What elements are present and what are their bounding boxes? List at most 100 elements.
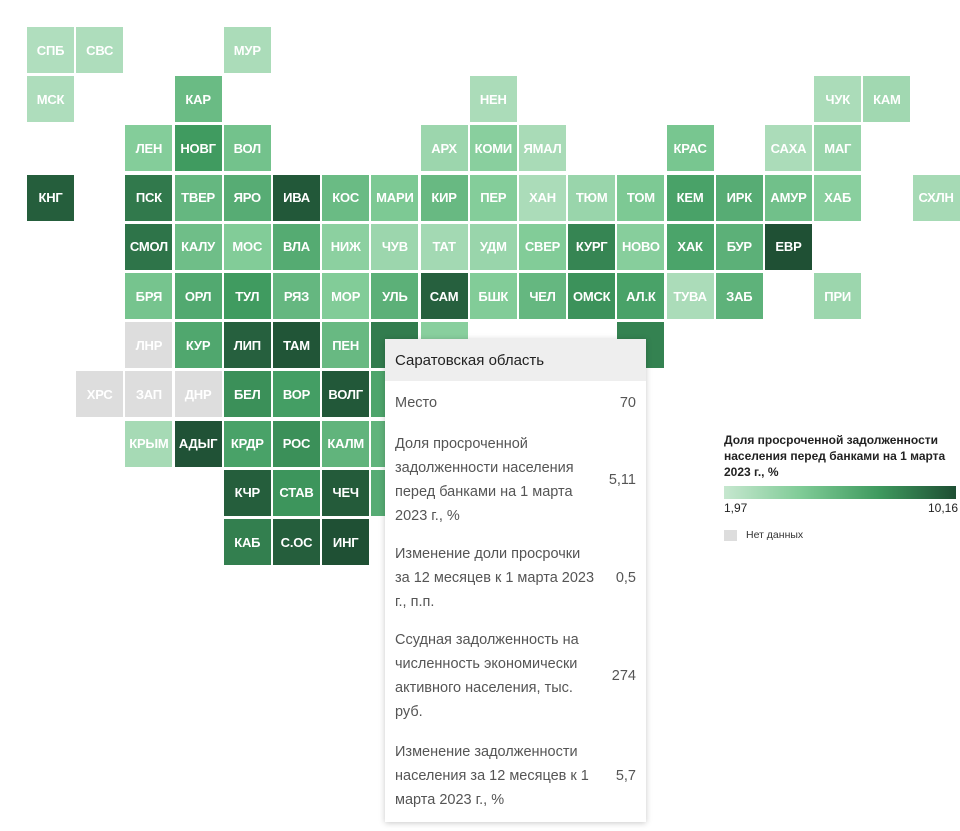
region-tile[interactable]: ВОЛГ	[322, 371, 370, 418]
region-tile[interactable]: ТЮМ	[568, 174, 616, 221]
region-tile[interactable]: КРДР	[223, 420, 271, 467]
tooltip-value: 0,5	[615, 570, 636, 586]
region-tile[interactable]: КРАС	[666, 125, 714, 172]
region-tile[interactable]: ОРЛ	[174, 273, 222, 319]
region-tile[interactable]: ПЕН	[322, 322, 370, 369]
region-tile[interactable]: МУР	[223, 27, 271, 73]
region-tile[interactable]: ЧУК	[814, 76, 862, 123]
region-tile[interactable]: НОВО	[617, 223, 665, 270]
legend-title: Доля просроченной задолженности населени…	[724, 433, 946, 479]
region-tile[interactable]: ЯМАЛ	[519, 125, 566, 172]
region-tile[interactable]: МОС	[223, 223, 271, 270]
region-tile[interactable]: МАРИ	[371, 174, 419, 221]
tooltip-label: Доля просроченной задолженности населени…	[395, 436, 574, 524]
region-tile[interactable]: ХАК	[666, 223, 714, 270]
region-tile[interactable]: ПСК	[125, 174, 173, 221]
nodata-swatch	[724, 529, 737, 541]
region-tile[interactable]: БРЯ	[125, 273, 173, 319]
legend-nodata-label: Нет данных	[746, 529, 804, 541]
region-tile[interactable]: СХЛН	[912, 174, 960, 221]
region-tile[interactable]: ЕВР	[765, 223, 812, 270]
region-tile[interactable]: КУР	[174, 322, 222, 369]
region-tile[interactable]: КАР	[174, 76, 222, 123]
region-tile[interactable]: МАГ	[814, 125, 862, 172]
region-tile[interactable]: АЛ.К	[617, 273, 665, 319]
region-tile[interactable]: КАМ	[863, 76, 911, 123]
region-tile[interactable]: ТАТ	[420, 223, 468, 270]
region-tile[interactable]: УЛЬ	[371, 273, 419, 319]
region-tile[interactable]: КОС	[322, 174, 370, 221]
region-tile[interactable]: ИРК	[715, 174, 763, 221]
tooltip-row-debt-change: Изменение задолженности населения за 12 …	[385, 731, 646, 821]
region-tile[interactable]: ИВА	[273, 174, 320, 221]
region-tile[interactable]: ХРС	[76, 371, 124, 418]
region-tile[interactable]: С.ОС	[273, 519, 320, 565]
region-tile[interactable]: ЛЕН	[125, 125, 173, 172]
region-tile[interactable]: КЕМ	[666, 174, 714, 221]
region-tile[interactable]: ИНГ	[322, 519, 370, 565]
region-tile[interactable]: ЗАБ	[715, 273, 763, 319]
region-tile[interactable]: АДЫГ	[174, 420, 222, 467]
region-tile[interactable]: АМУР	[765, 174, 812, 221]
legend-nodata: Нет данных	[724, 529, 960, 541]
region-tile[interactable]: КИР	[420, 174, 468, 221]
region-tile[interactable]: РОС	[273, 420, 320, 467]
region-tile[interactable]: ТОМ	[617, 174, 665, 221]
region-tile[interactable]: КРЫМ	[125, 420, 173, 467]
region-tile[interactable]: НОВГ	[174, 125, 222, 172]
region-tile[interactable]: КОМИ	[469, 125, 517, 172]
region-tile[interactable]: НЕН	[469, 76, 517, 123]
region-tile[interactable]: ВЛА	[273, 223, 320, 270]
region-tile[interactable]: ЛНР	[125, 322, 173, 369]
region-tile[interactable]: ДНР	[174, 371, 222, 418]
region-tile[interactable]: ТУВА	[666, 273, 714, 319]
region-tile[interactable]: БШК	[469, 273, 517, 319]
region-tile[interactable]: КЧР	[223, 469, 271, 516]
region-tile[interactable]: СВЕР	[519, 223, 566, 270]
tooltip-value: 70	[619, 395, 636, 411]
region-tile[interactable]: САХА	[765, 125, 812, 172]
region-tile[interactable]: СПБ	[27, 27, 74, 73]
region-tile[interactable]: ПРИ	[814, 273, 862, 319]
region-tile[interactable]: САМ	[420, 273, 468, 319]
region-tile[interactable]: МОР	[322, 273, 370, 319]
tooltip-value: 5,11	[608, 472, 636, 488]
region-tile[interactable]: НИЖ	[322, 223, 370, 270]
region-tile[interactable]: МСК	[27, 76, 74, 123]
region-tile[interactable]: ХАН	[519, 174, 566, 221]
region-tile[interactable]: ТАМ	[273, 322, 320, 369]
region-tile[interactable]: ОМСК	[568, 273, 616, 319]
region-tile[interactable]: СТАВ	[273, 469, 320, 516]
region-tile[interactable]: КАБ	[223, 519, 271, 565]
region-tile[interactable]: КНГ	[27, 174, 74, 221]
region-tile[interactable]: КУРГ	[568, 223, 616, 270]
region-tile[interactable]: РЯЗ	[273, 273, 320, 319]
region-tile[interactable]: КАЛУ	[174, 223, 222, 270]
region-tile[interactable]: КАЛМ	[322, 420, 370, 467]
region-tile[interactable]: АРХ	[420, 125, 468, 172]
tooltip-label: Изменение доли просрочки за 12 месяцев к…	[395, 546, 595, 610]
region-tile[interactable]: ЛИП	[223, 322, 271, 369]
region-tile[interactable]: ЧЕЧ	[322, 469, 370, 516]
region-tile[interactable]: ХАБ	[814, 174, 862, 221]
region-tile[interactable]: СМОЛ	[125, 223, 173, 270]
region-tile[interactable]: ВОР	[273, 371, 320, 418]
region-tile[interactable]: ТВЕР	[174, 174, 222, 221]
region-tile[interactable]: ЧЕЛ	[519, 273, 566, 319]
region-tile[interactable]: БУР	[715, 223, 763, 270]
region-tile[interactable]: ЗАП	[125, 371, 173, 418]
region-tile[interactable]: БЕЛ	[223, 371, 271, 418]
tooltip-value: 274	[611, 668, 636, 684]
region-tile[interactable]: ВОЛ	[223, 125, 271, 172]
tooltip-row-debt-per-capita: Ссудная задолженность на численность эко…	[385, 621, 646, 731]
region-tile[interactable]: ТУЛ	[223, 273, 271, 319]
region-tile[interactable]: ЯРО	[223, 174, 271, 221]
legend-max-label: 10,16	[927, 501, 958, 515]
legend-min-label: 1,97	[724, 501, 748, 515]
tooltip-title: Саратовская область	[385, 339, 646, 381]
region-tile[interactable]: СВС	[76, 27, 124, 73]
region-tile[interactable]: ПЕР	[469, 174, 517, 221]
region-tile[interactable]: УДМ	[469, 223, 517, 270]
region-tile[interactable]: ЧУВ	[371, 223, 419, 270]
